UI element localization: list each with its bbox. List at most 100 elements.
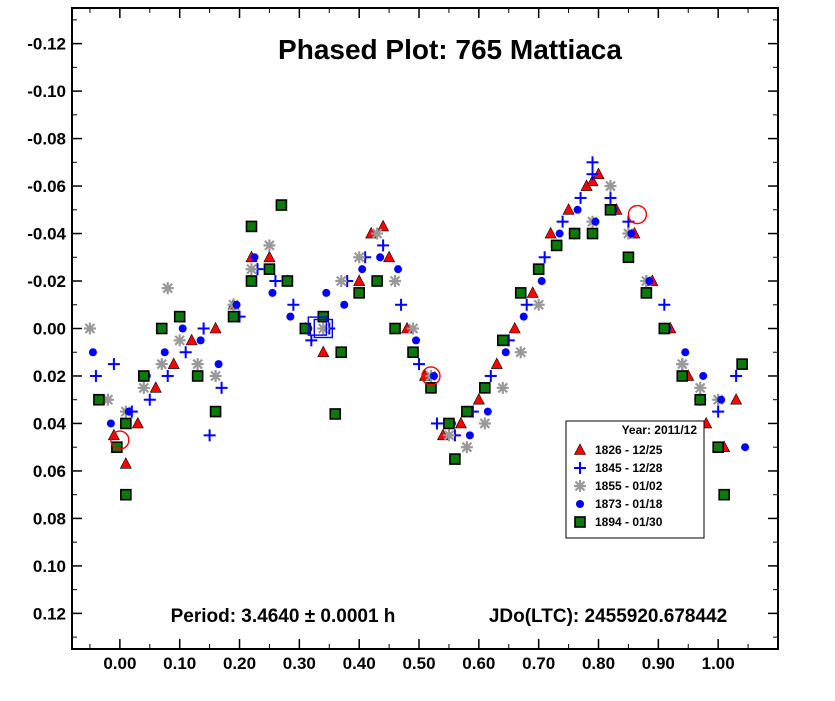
data-point-plus [287,298,300,311]
y-tick-label: 0.04 [33,414,67,433]
x-tick-label: 0.00 [103,654,136,673]
data-point-circle [124,407,133,416]
data-point-square [568,227,581,240]
data-point-square [263,263,276,275]
x-tick-label: 0.10 [163,654,196,673]
data-point-circle [88,348,97,357]
data-point-asterisk [191,358,204,371]
legend-entry-label: 1855 - 01/02 [595,479,663,493]
data-point-plus [730,369,743,382]
data-point-plus [377,239,390,252]
data-point-plus [604,191,617,204]
data-point-circle [268,288,277,297]
data-point-asterisk [335,275,348,288]
data-point-square [712,441,724,454]
data-point-square [449,453,461,465]
data-point-plus [203,429,216,442]
data-point-square [137,370,150,382]
data-point-plus [484,369,497,382]
legend-entry-label: 1873 - 01/18 [595,497,663,511]
y-tick-label: -0.12 [27,35,66,54]
data-point-asterisk [173,334,186,347]
data-point-asterisk [317,322,330,335]
data-point-square [389,322,401,335]
data-point-asterisk [83,322,96,335]
data-point-circle [286,312,295,321]
legend-entries: 1826 - 12/25 1845 - 12/28 1855 - 01/02 1873… [574,443,663,529]
data-point-triangle [472,393,485,405]
x-tick-label: 0.90 [642,654,675,673]
y-tick-label: 0.02 [33,367,66,386]
data-point-triangle [383,250,396,263]
data-point-triangle [544,226,557,239]
data-point-square [407,346,419,359]
data-point-square [425,382,437,394]
data-point-circle [501,348,510,357]
data-point-asterisk [442,429,455,442]
data-point-square [604,203,617,216]
data-point-circle [429,371,438,380]
x-tick-label: 0.70 [522,654,555,673]
data-point-circle [160,348,169,357]
data-point-square [479,382,491,394]
data-point-square [532,263,545,275]
data-point-triangle [377,219,390,232]
data-point-circle [483,407,492,416]
data-point-square [514,287,527,299]
data-point-square [329,408,342,420]
data-point-triangle [119,457,132,469]
data-point-square [658,322,671,335]
y-tick-label: -0.06 [27,177,66,196]
y-tick-label: -0.02 [27,272,66,291]
data-point-square [718,488,730,501]
data-point-square [335,346,348,359]
data-point-square [496,334,509,347]
legend-marker-plus [574,462,586,474]
data-point-plus [215,381,228,394]
data-point-asterisk [209,369,222,382]
data-point-square [694,393,707,406]
legend-marker-circle [576,500,584,508]
data-point-circle [555,229,564,238]
data-point-square [622,251,635,264]
data-point-triangle [263,250,276,263]
data-point-asterisk [389,275,402,288]
data-point-circle [681,348,690,357]
data-point-triangle [508,321,521,334]
data-point-square [155,322,168,335]
data-point-asterisk [532,298,545,311]
data-point-square [371,275,383,287]
data-point-plus [197,322,210,335]
data-point-square [227,310,240,323]
data-point-triangle [490,357,503,369]
data-point-plus [658,298,671,311]
data-point-circle [340,300,349,309]
data-point-square [281,275,294,287]
data-point-triangle [586,174,599,187]
data-point-square [111,441,123,454]
data-point-circle [573,205,582,214]
x-tick-label: 1.00 [702,654,735,673]
x-tick-label: 0.50 [402,654,435,673]
data-point-plus [538,251,551,264]
data-point-square [550,239,563,252]
data-point-square [245,220,258,233]
data-point-plus [413,358,426,371]
legend-title: Year: 2011/12 [622,423,698,437]
data-point-triangle [167,357,180,369]
y-tick-label: -0.10 [27,82,66,101]
data-point-circle [178,324,187,333]
y-tick-label: 0.06 [33,462,66,481]
data-point-triangle [185,333,198,346]
data-point-triangle [353,274,366,286]
data-point-plus [586,168,599,181]
data-point-square [461,405,473,418]
y-tick-label: 0.12 [33,604,66,623]
data-point-asterisk [245,263,258,276]
data-point-circle [250,253,259,262]
data-point-plus [556,215,569,228]
data-point-plus [179,346,192,359]
x-tick-label: 0.20 [223,654,256,673]
data-point-square [353,287,365,299]
